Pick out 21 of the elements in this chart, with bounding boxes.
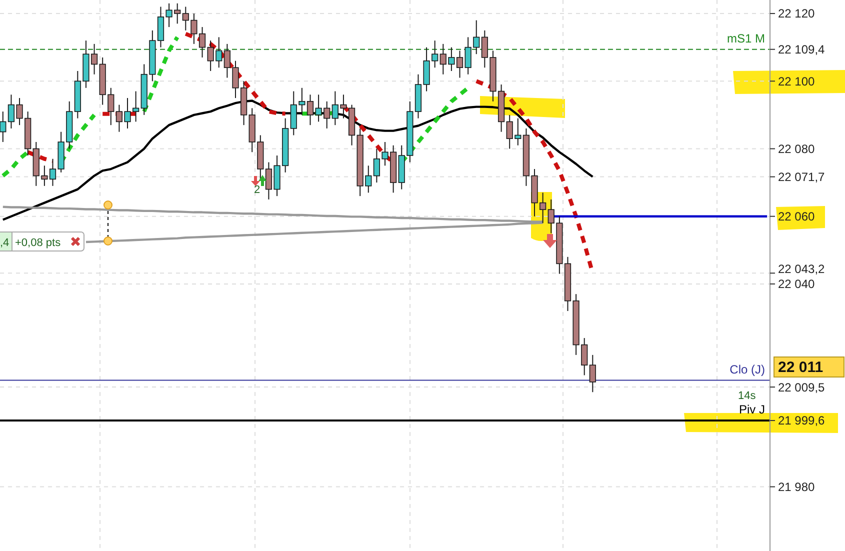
annotation: 14s (738, 390, 756, 402)
ref-line-label: mS1 M (726, 31, 765, 46)
ref-line-label: Clo (J) (730, 362, 765, 376)
y-tick-label: 21 999,6 (778, 414, 826, 428)
annotation: +0,08 pts (15, 237, 62, 249)
y-tick-label: 21 980 (778, 480, 816, 494)
y-tick-label: 22 043,2 (778, 262, 826, 276)
text: 22 011 (778, 359, 824, 376)
ref-line-label: Piv J (738, 402, 765, 417)
y-tick-label: 22 009,5 (778, 380, 826, 394)
y-tick-label: 22 071,7 (778, 170, 826, 184)
candlestick (0, 111, 6, 142)
y-tick-label: 22 100 (778, 74, 816, 88)
annotation: 2 (254, 184, 260, 196)
y-tick-label: 22 040 (778, 277, 816, 292)
y-tick-label: 22 120 (778, 6, 816, 21)
y-tick-label: 22 109,4 (778, 42, 826, 57)
y-tick-label: 22 080 (778, 142, 816, 156)
annotation: ,4 (0, 237, 10, 249)
y-tick-label: 22 060 (778, 210, 816, 224)
candlestick (589, 354, 596, 393)
